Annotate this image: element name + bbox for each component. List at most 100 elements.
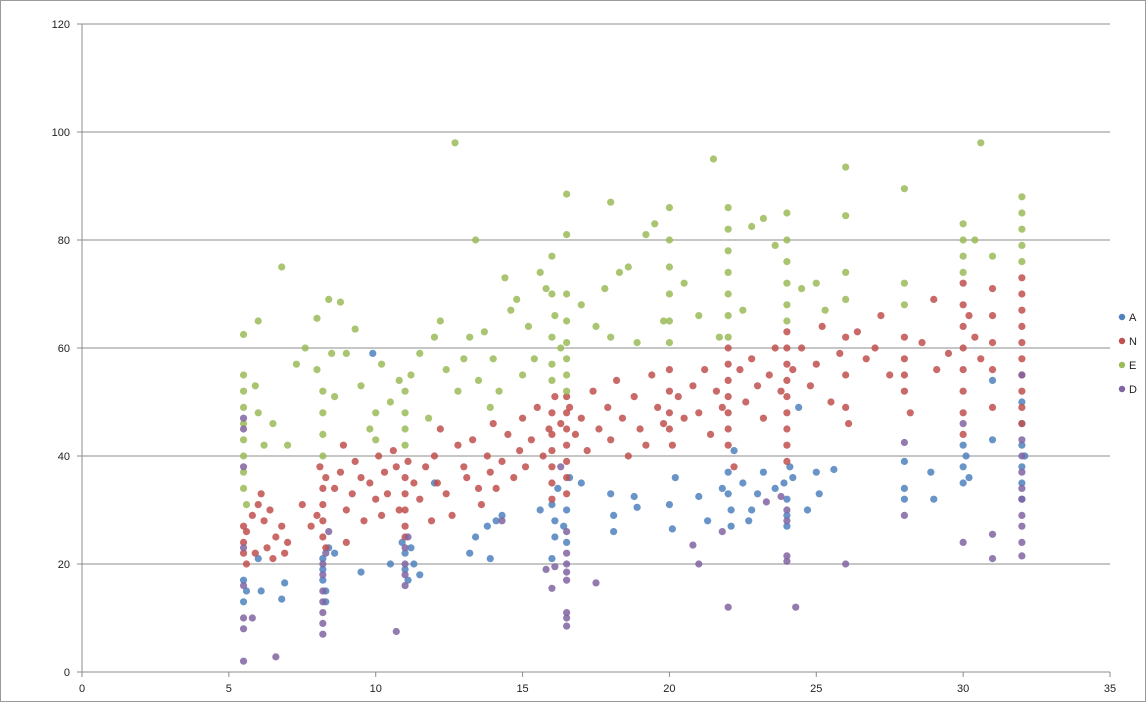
data-point: [827, 398, 835, 406]
data-point: [401, 474, 409, 482]
data-point: [900, 185, 909, 193]
data-point: [563, 409, 571, 417]
data-point: [563, 614, 571, 622]
data-point: [730, 447, 738, 455]
data-point: [959, 252, 967, 260]
data-point: [977, 355, 985, 363]
data-point: [480, 328, 488, 336]
data-point: [536, 268, 544, 276]
data-point: [762, 498, 770, 506]
data-point: [557, 344, 565, 352]
data-point: [498, 517, 506, 525]
data-point: [407, 371, 415, 379]
data-point: [1018, 420, 1026, 428]
data-point: [724, 603, 732, 611]
data-point: [239, 549, 248, 557]
data-point: [877, 312, 885, 320]
data-point: [618, 414, 627, 422]
data-point: [463, 474, 471, 482]
data-point: [498, 457, 506, 465]
data-point: [307, 522, 315, 530]
data-point: [284, 538, 292, 547]
data-point: [1018, 436, 1026, 444]
data-point: [818, 322, 826, 330]
data-point: [239, 484, 248, 492]
data-point: [319, 576, 327, 584]
data-point: [944, 349, 953, 357]
data-point: [260, 517, 268, 525]
data-point: [906, 409, 914, 417]
data-point: [563, 549, 571, 557]
data-point: [398, 538, 406, 547]
data-point: [336, 468, 345, 476]
data-point: [1018, 479, 1026, 487]
data-point: [759, 214, 768, 222]
data-point: [783, 279, 791, 287]
data-point: [548, 430, 556, 438]
data-point: [959, 322, 967, 330]
data-point: [577, 414, 585, 422]
data-point: [319, 565, 327, 574]
data-point: [601, 285, 609, 293]
data-point: [706, 430, 715, 438]
data-point: [615, 268, 624, 276]
data-point: [351, 325, 359, 333]
data-point: [542, 285, 550, 293]
data-point: [959, 344, 967, 352]
data-point: [424, 414, 433, 422]
data-point: [442, 490, 450, 498]
data-point: [842, 333, 850, 341]
data-point: [724, 312, 732, 320]
data-point: [469, 436, 477, 444]
data-point: [709, 155, 718, 163]
data-point: [1018, 468, 1026, 476]
data-point: [988, 339, 997, 347]
data-point: [783, 236, 791, 244]
data-point: [369, 349, 377, 357]
data-point: [739, 479, 747, 487]
data-point: [853, 328, 862, 336]
data-point: [548, 463, 556, 471]
data-point: [248, 614, 256, 622]
legend-label-A: A: [1129, 312, 1137, 324]
data-point: [959, 387, 967, 395]
data-point: [313, 511, 321, 519]
data-point: [395, 376, 403, 384]
gridlines: [82, 23, 1110, 565]
data-point: [789, 366, 797, 374]
data-point: [377, 360, 386, 368]
data-point: [551, 533, 559, 541]
data-point: [328, 349, 336, 357]
data-point: [486, 468, 494, 476]
data-point: [377, 511, 386, 519]
data-point: [610, 528, 618, 536]
data-point: [842, 295, 850, 303]
data-point: [430, 333, 439, 341]
data-point: [504, 430, 512, 438]
data-point: [325, 528, 333, 536]
data-point: [466, 549, 474, 557]
data-point: [330, 484, 339, 492]
data-point: [239, 436, 248, 444]
data-point: [1018, 225, 1026, 233]
data-point: [292, 360, 301, 368]
data-point: [1018, 387, 1026, 395]
data-point: [674, 393, 682, 401]
data-point: [548, 495, 556, 503]
data-point: [551, 393, 559, 401]
data-point: [563, 609, 571, 617]
data-point: [548, 447, 556, 455]
data-point: [269, 555, 277, 563]
data-point: [988, 285, 997, 293]
data-point: [239, 544, 248, 552]
data-point: [325, 295, 333, 303]
data-point: [436, 317, 444, 325]
data-point: [724, 409, 732, 417]
data-point: [971, 333, 979, 341]
y-tick-label: 40: [58, 451, 70, 463]
data-point: [563, 387, 571, 395]
data-point: [278, 522, 286, 530]
data-point: [1018, 371, 1026, 379]
data-point: [842, 403, 850, 411]
